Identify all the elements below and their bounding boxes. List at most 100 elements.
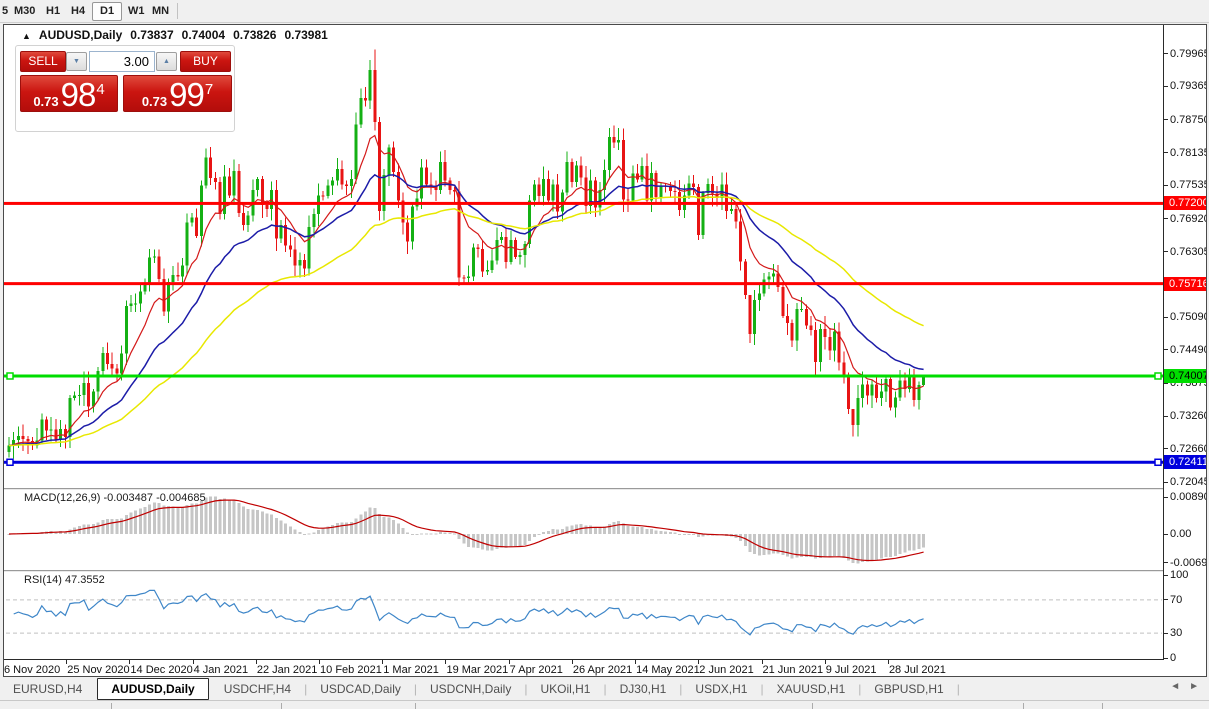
price-tick-mark xyxy=(1164,415,1168,417)
period-button-MN[interactable]: MN xyxy=(152,5,170,17)
hline-0.75716[interactable] xyxy=(4,282,1164,286)
buy-price-prefix: 0.73 xyxy=(141,94,168,109)
price-line-tag: 0.74007 xyxy=(1164,369,1206,383)
chart-symbol-period: AUDUSD,Daily xyxy=(38,28,123,42)
price-tick-mark xyxy=(1164,184,1168,186)
date-tick-mark xyxy=(824,660,826,664)
period-button-5[interactable]: 5 xyxy=(2,5,9,17)
date-axis-label: 9 Jul 2021 xyxy=(825,664,877,676)
price-tick-label: 0.79965 xyxy=(1170,47,1207,60)
chart-tab-DJ30-H1[interactable]: DJ30,H1 xyxy=(619,681,667,696)
tab-scroll-right-icon[interactable]: ► xyxy=(1189,681,1199,692)
price-tick-label: 0.78135 xyxy=(1170,146,1207,159)
sell-button[interactable]: SELL xyxy=(20,51,66,72)
volume-decrease-button[interactable]: ▼ xyxy=(66,52,87,71)
chart-tab-USDCHF-H4[interactable]: USDCHF,H4 xyxy=(223,681,292,696)
buy-price-display[interactable]: 0.73 99 7 xyxy=(123,75,232,113)
status-bar xyxy=(0,700,1209,709)
tab-separator: | xyxy=(524,681,528,696)
volume-input[interactable] xyxy=(89,51,155,72)
statusbar-separator xyxy=(1023,703,1024,709)
macd-tick-mark xyxy=(1164,533,1168,535)
toolbar-separator xyxy=(177,3,178,19)
date-tick-mark xyxy=(192,660,194,664)
chart-tab-USDCNH-Daily[interactable]: USDCNH,Daily xyxy=(430,681,512,696)
date-axis-label: 10 Feb 2021 xyxy=(320,664,382,676)
chart-tab-XAUUSD-H1[interactable]: XAUUSD,H1 xyxy=(776,681,846,696)
ohlc-close: 0.73981 xyxy=(284,28,328,42)
tab-separator: | xyxy=(679,681,683,696)
chart-tab-GBPUSD-H1[interactable]: GBPUSD,H1 xyxy=(874,681,944,696)
macd-signal-line xyxy=(8,499,924,562)
hline-marker[interactable] xyxy=(1154,372,1162,380)
period-button-W1[interactable]: W1 xyxy=(128,5,145,17)
hline-marker[interactable] xyxy=(6,458,14,467)
rsi-tick-label: 0 xyxy=(1170,652,1177,664)
chart-tab-USDX-H1[interactable]: USDX,H1 xyxy=(695,681,748,696)
hline-0.74007[interactable] xyxy=(4,374,1164,378)
price-tick-label: 0.77535 xyxy=(1170,179,1207,192)
date-tick-mark xyxy=(698,660,700,664)
macd-tick-mark xyxy=(1164,562,1168,564)
pane-divider-rsi[interactable] xyxy=(4,570,1206,572)
hline-0.72411[interactable] xyxy=(4,460,1164,464)
chart-tab-bar: EURUSD,H4 AUDUSD,Daily USDCHF,H4 | USDCAD,Da… xyxy=(0,677,1209,700)
period-button-H1[interactable]: H1 xyxy=(46,5,61,17)
sell-price-big: 98 xyxy=(60,76,97,113)
rsi-tick-label: 100 xyxy=(1170,569,1189,581)
date-axis-label: 22 Jan 2021 xyxy=(256,664,318,676)
sell-price-display[interactable]: 0.73 98 4 xyxy=(20,75,118,113)
macd-tick-mark xyxy=(1164,496,1168,498)
collapse-panel-icon[interactable]: ▲ xyxy=(22,31,31,41)
rsi-line xyxy=(13,589,924,636)
period-button-H4[interactable]: H4 xyxy=(71,5,86,17)
statusbar-separator xyxy=(415,703,416,709)
period-button-M30[interactable]: M30 xyxy=(14,5,36,17)
date-tick-mark xyxy=(319,660,321,664)
tab-separator: | xyxy=(858,681,862,696)
hline-marker[interactable] xyxy=(1154,458,1162,467)
ma-line-25 xyxy=(8,173,924,447)
chart-tab-AUDUSD-Daily[interactable]: AUDUSD,Daily xyxy=(97,677,209,700)
buy-price-pip: 7 xyxy=(204,81,214,98)
volume-increase-button[interactable]: ▲ xyxy=(156,52,177,71)
chart-tab-USDCAD-Daily[interactable]: USDCAD,Daily xyxy=(320,681,401,696)
ohlc-low: 0.73826 xyxy=(233,28,277,42)
date-axis-label: 21 Jun 2021 xyxy=(762,664,824,676)
chart-canvas[interactable] xyxy=(4,25,1164,677)
date-axis-label: 26 Apr 2021 xyxy=(572,664,633,676)
date-axis-label: 14 May 2021 xyxy=(636,664,700,676)
chart-tab-UKOil-H1[interactable]: UKOil,H1 xyxy=(540,681,591,696)
price-scale-separator xyxy=(1163,25,1164,676)
price-tick-label: 0.79365 xyxy=(1170,80,1207,93)
rsi-tick-label: 70 xyxy=(1170,593,1183,606)
chart-tab-EURUSD-H4[interactable]: EURUSD,H4 xyxy=(13,681,83,696)
macd-histogram xyxy=(7,496,926,564)
one-click-trading-panel: SELL ▼ ▲ BUY 0.73 98 4 0.73 99 7 xyxy=(15,45,235,132)
date-axis-label: 6 Nov 2020 xyxy=(4,664,61,676)
price-tick-mark xyxy=(1164,53,1168,55)
date-tick-mark xyxy=(635,660,637,664)
price-tick-label: 0.73260 xyxy=(1170,410,1207,423)
date-tick-mark xyxy=(571,660,573,664)
macd-tick-label: -0.006977 xyxy=(1170,556,1207,569)
date-tick-mark xyxy=(255,660,257,664)
hline-marker[interactable] xyxy=(6,372,14,380)
rsi-tick-label: 30 xyxy=(1170,627,1183,640)
period-button-D1[interactable]: D1 xyxy=(92,2,123,21)
buy-button[interactable]: BUY xyxy=(180,51,231,72)
chart-window: 0.79965 0.79365 0.78750 0.78135 0.77535 0.769… xyxy=(3,24,1207,677)
ma-line-10 xyxy=(8,134,924,447)
hline-0.772[interactable] xyxy=(4,201,1164,205)
pane-divider-macd[interactable] xyxy=(4,488,1206,490)
statusbar-separator xyxy=(1102,703,1103,709)
rsi-tick-mark xyxy=(1164,574,1168,576)
date-axis-label: 14 Dec 2020 xyxy=(130,664,193,676)
price-tick-mark xyxy=(1164,349,1168,351)
tab-scroll-left-icon[interactable]: ◄ xyxy=(1170,681,1181,692)
price-tick-mark xyxy=(1164,218,1168,220)
date-tick-mark xyxy=(445,660,447,664)
tab-separator: | xyxy=(956,681,960,696)
price-tick-mark xyxy=(1164,448,1168,450)
sell-price-pip: 4 xyxy=(96,81,105,98)
